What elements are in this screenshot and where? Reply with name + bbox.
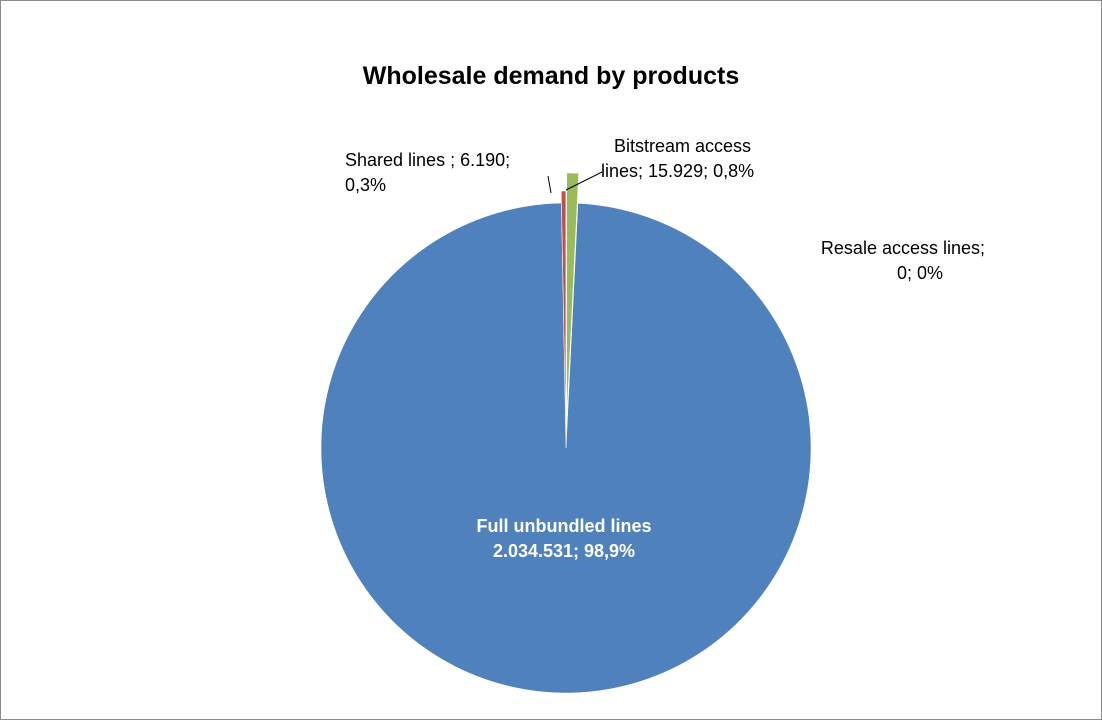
label-resale-line1: Resale access lines; [820,238,985,258]
slice-shared-lines [560,190,567,437]
label-shared-line2: 0,3% [345,175,387,195]
slice-full-unbundled-lines [320,202,812,694]
label-resale-line2: 0; 0% [896,263,944,283]
label-full-line2: 2.034.531; 98,9% [492,541,636,561]
leader-line-bitstream [565,171,603,191]
label-full-unbundled-lines: Full unbundled lines 2.034.531; 98,9% [364,514,764,564]
label-full-line1: Full unbundled lines [476,516,652,536]
chart-title: Wholesale demand by products [362,62,740,90]
leader-line-shared [547,175,552,194]
slice-bitstream-access-lines [566,172,579,419]
label-resale-lines: Resale access lines; 0; 0% [760,236,985,286]
label-bitstream-line1: Bitstream access [614,136,752,156]
label-shared-lines: Shared lines ; 6.190; 0,3% [345,148,510,198]
label-shared-line1: Shared lines ; 6.190; [345,150,511,170]
label-bitstream-line2: lines; 15.929; 0,8% [601,161,755,181]
label-bitstream-lines: Bitstream access lines; 15.929; 0,8% [601,134,754,184]
